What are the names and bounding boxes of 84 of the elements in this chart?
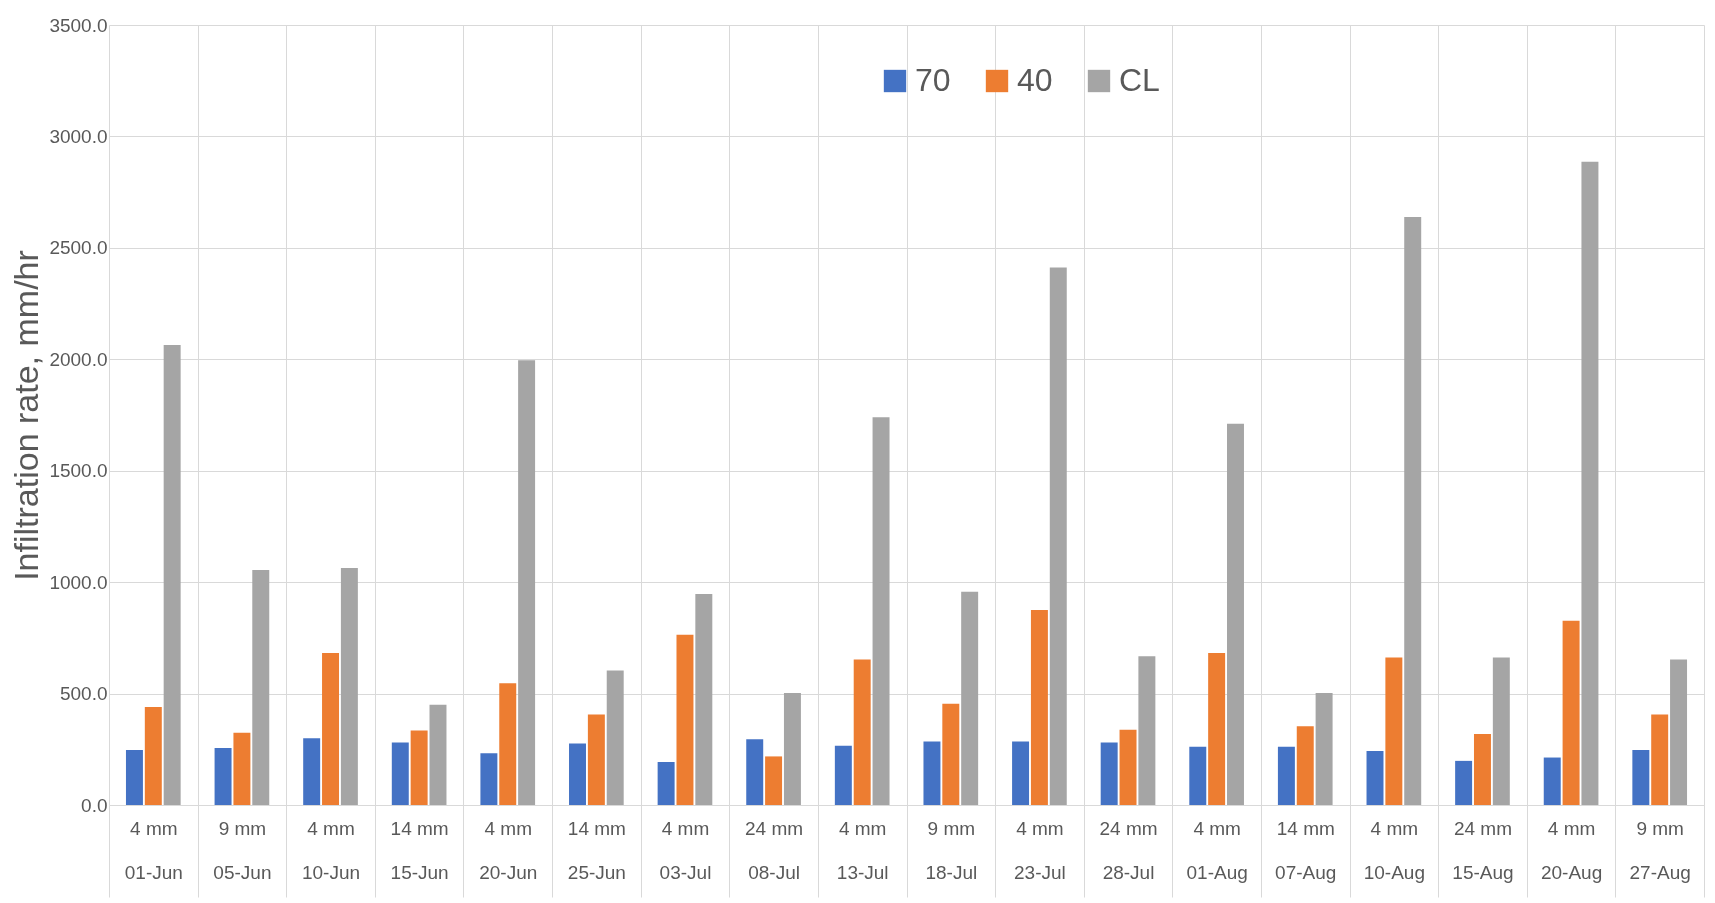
bar <box>1277 746 1295 805</box>
bar <box>429 704 447 805</box>
bar <box>163 345 181 805</box>
category-label: 4 mm 01-Jun <box>124 817 183 883</box>
bar <box>518 360 536 805</box>
bar <box>303 738 321 805</box>
bar <box>765 756 783 805</box>
bar <box>923 741 941 805</box>
bar <box>695 593 713 805</box>
y-axis-title: Infiltration rate, mm/hr <box>7 250 46 581</box>
bar <box>1138 656 1156 805</box>
bar <box>1581 161 1599 805</box>
bar <box>961 591 979 805</box>
bar <box>1473 733 1491 805</box>
y-tick-label: 1500.0 <box>49 460 108 482</box>
bar <box>676 634 694 805</box>
bar <box>125 749 143 805</box>
category-label: 9 mm 18-Jul <box>925 817 978 883</box>
category-label: 14 mm 07-Aug <box>1275 817 1337 883</box>
bar <box>872 417 890 805</box>
y-tick-label: 500.0 <box>59 683 108 705</box>
bar <box>1100 742 1118 805</box>
bar <box>1296 726 1314 805</box>
bar <box>1632 749 1650 805</box>
bar <box>1227 423 1244 805</box>
y-tick-label: 3500.0 <box>49 14 108 36</box>
category-label: 4 mm 10-Jun <box>301 817 361 883</box>
bar <box>1492 657 1510 805</box>
bar <box>746 739 764 805</box>
bar <box>322 653 340 805</box>
bar <box>1315 692 1333 805</box>
bar <box>657 761 675 805</box>
y-tick-label: 2500.0 <box>49 237 108 259</box>
y-tick-label: 1000.0 <box>49 571 108 593</box>
bar <box>1049 267 1067 805</box>
bar <box>252 570 270 805</box>
bar <box>499 683 517 805</box>
category-label: 4 mm 03-Jul <box>659 817 712 883</box>
category-label: 9 mm 05-Jun <box>213 817 272 883</box>
bar <box>340 568 358 805</box>
category-label: 14 mm 15-Jun <box>390 817 449 883</box>
bar <box>942 703 960 805</box>
bar <box>410 730 428 805</box>
category-label: 4 mm 13-Jul <box>836 817 889 883</box>
category-label: 4 mm 20-Jun <box>479 817 538 883</box>
bar <box>1385 657 1403 805</box>
bar <box>1670 659 1688 805</box>
bar <box>214 747 232 805</box>
legend-label: 40 <box>1017 62 1053 98</box>
bar <box>569 743 586 805</box>
bar <box>606 670 624 805</box>
bar <box>1366 751 1384 805</box>
category-label: 4 mm 01-Aug <box>1186 817 1248 883</box>
bar <box>1012 741 1030 805</box>
bar <box>1562 620 1580 805</box>
bar <box>587 714 605 805</box>
bar <box>1404 216 1422 805</box>
bar <box>1189 746 1207 805</box>
bar <box>1455 760 1473 805</box>
y-tick-label: 0.0 <box>81 794 108 816</box>
legend-label: 70 <box>915 62 951 98</box>
category-label: 14 mm 25-Jun <box>567 817 626 883</box>
category-label: 4 mm 20-Aug <box>1540 817 1603 883</box>
category-label: 24 mm 28-Jul <box>1099 817 1158 883</box>
bar <box>1030 610 1048 805</box>
category-label: 24 mm 15-Aug <box>1452 817 1514 883</box>
legend-label: CL <box>1119 62 1160 98</box>
bar <box>144 706 162 805</box>
bar <box>853 659 871 805</box>
category-label: 9 mm 27-Aug <box>1629 817 1691 883</box>
bar <box>480 753 498 805</box>
category-label: 4 mm 23-Jul <box>1014 817 1066 883</box>
bar <box>1543 757 1561 805</box>
bar <box>391 742 409 805</box>
bar <box>1208 653 1226 805</box>
bar <box>1119 729 1137 805</box>
bar <box>834 745 852 805</box>
y-tick-label: 2000.0 <box>49 348 108 370</box>
category-label: 24 mm 08-Jul <box>745 817 804 883</box>
bar <box>233 732 251 805</box>
bar <box>783 692 801 805</box>
category-label: 4 mm 10-Aug <box>1363 817 1425 883</box>
y-tick-label: 3000.0 <box>49 125 108 147</box>
bar <box>1651 714 1669 805</box>
